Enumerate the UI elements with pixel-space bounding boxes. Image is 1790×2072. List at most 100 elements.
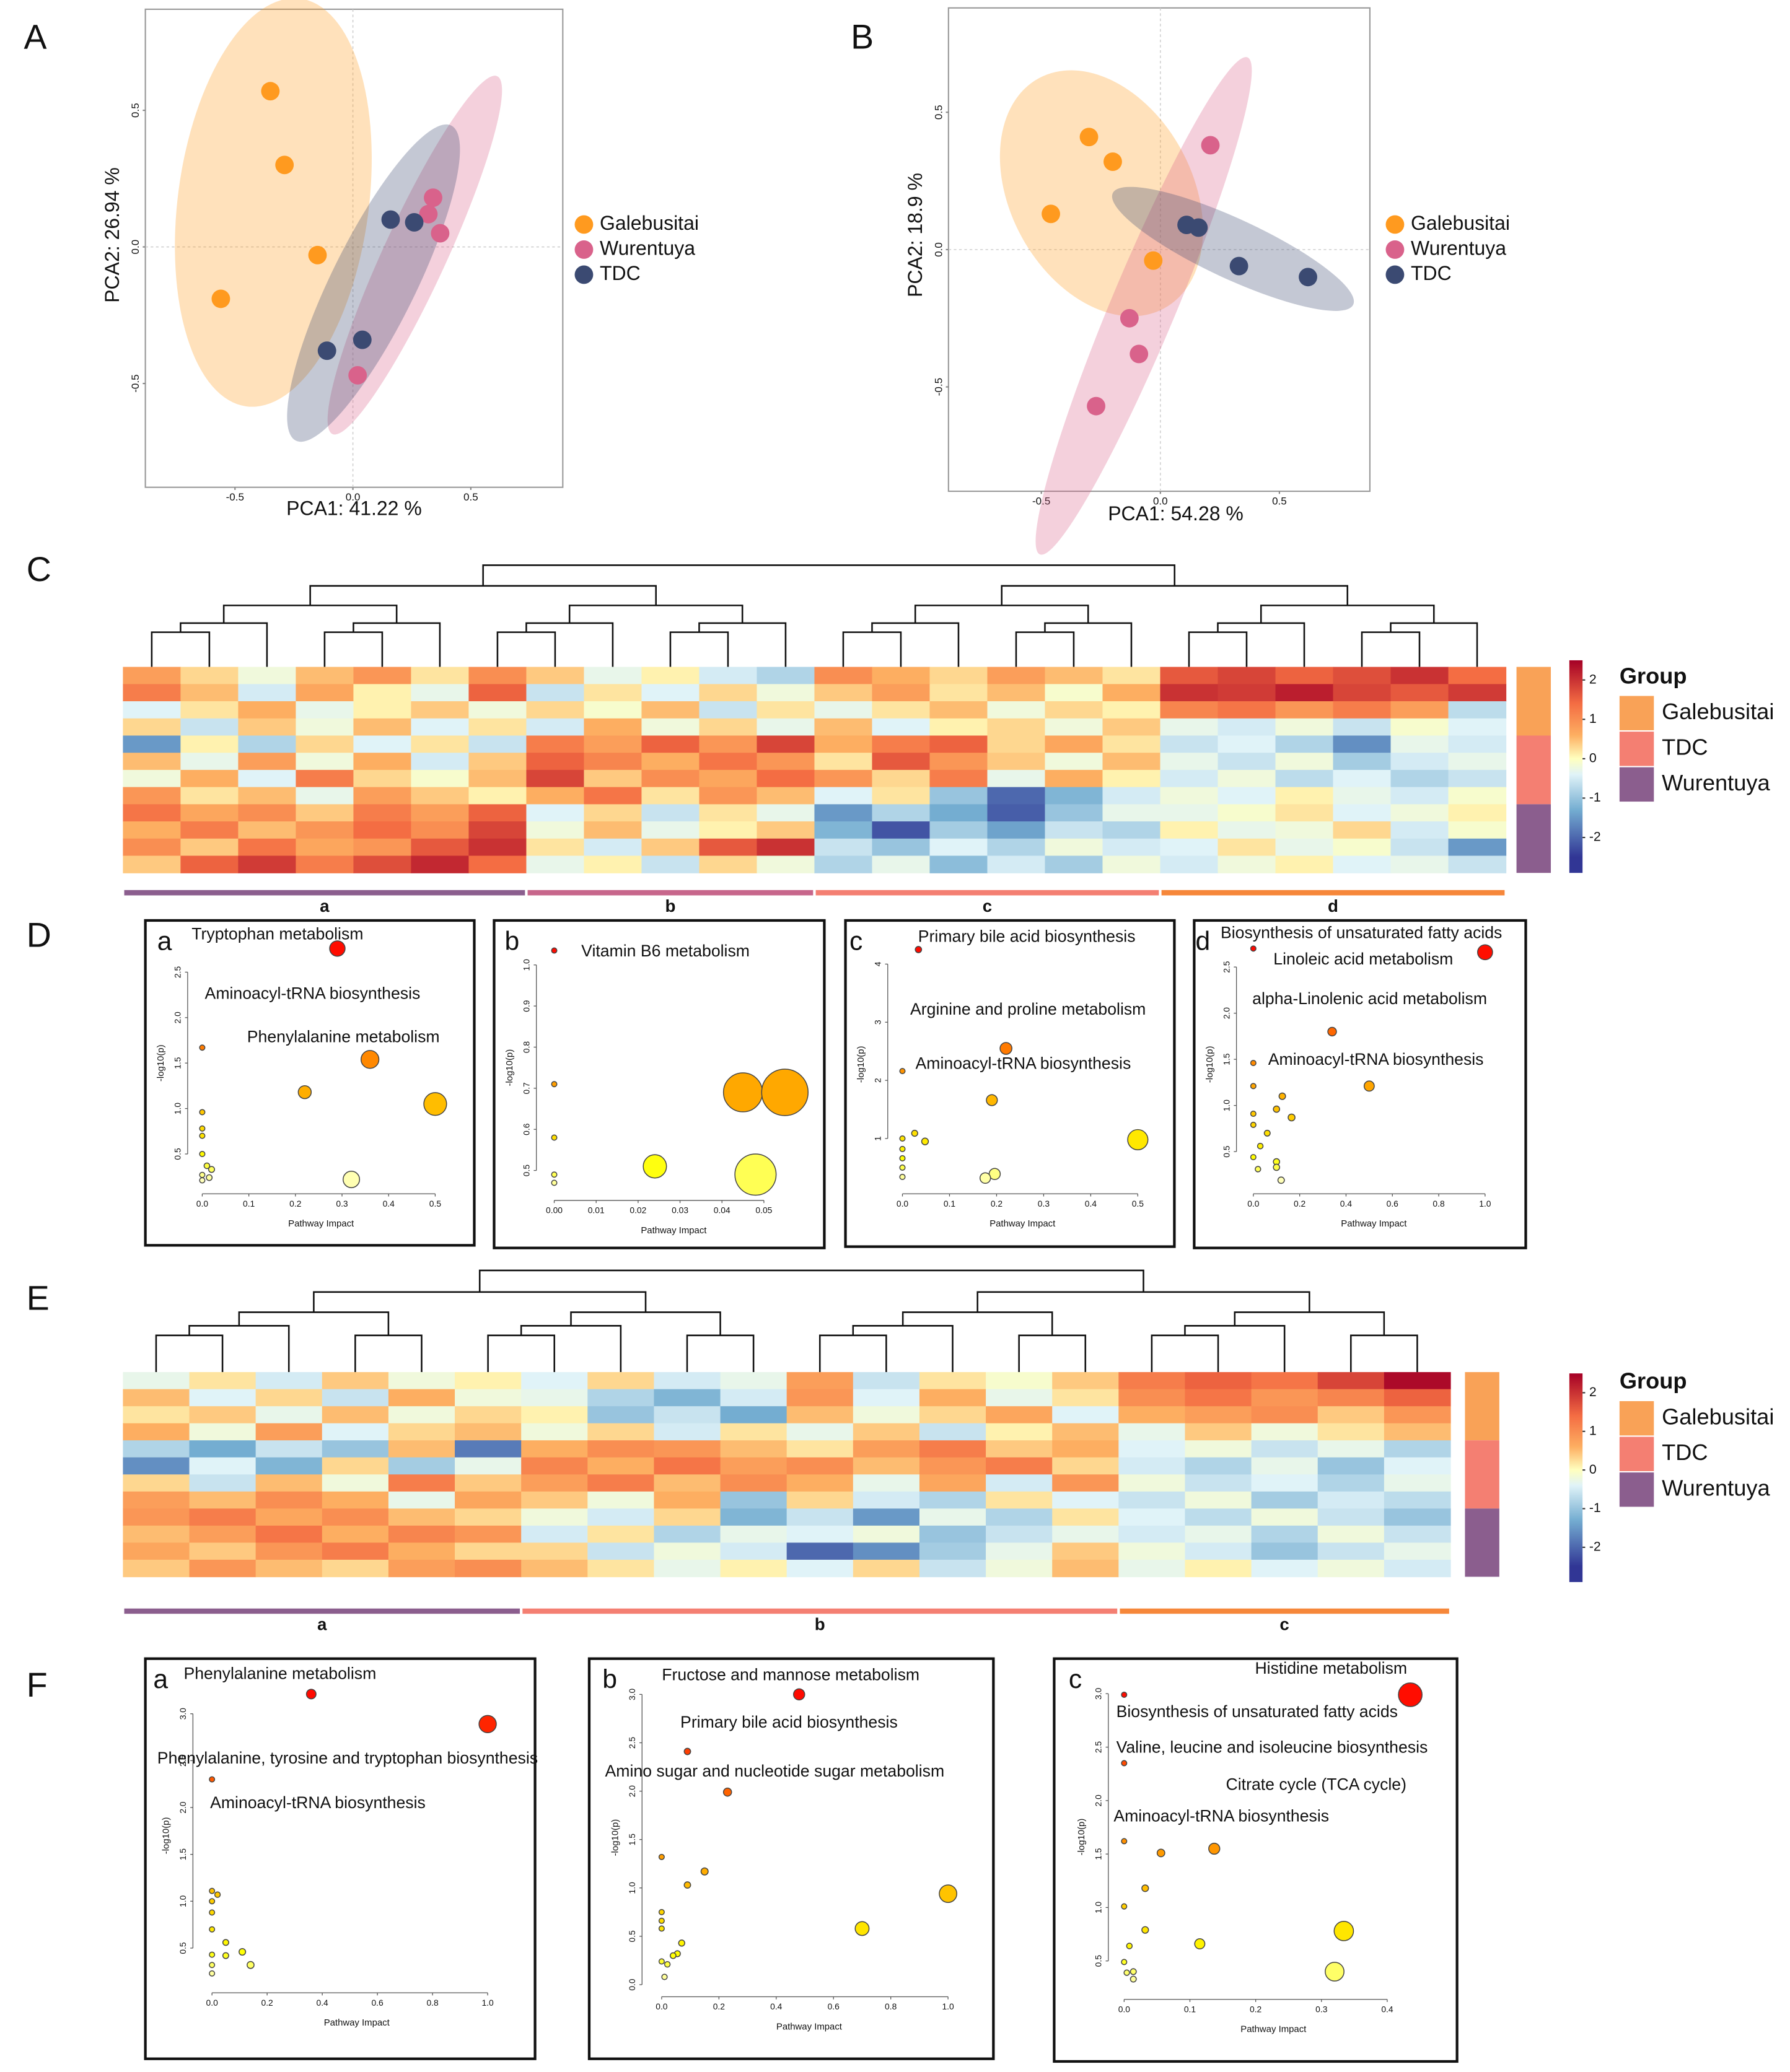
pathway-bubble bbox=[1123, 1969, 1130, 1976]
heatmap-cell bbox=[1384, 1457, 1451, 1475]
heatmap-cell bbox=[720, 1423, 788, 1441]
x-tick-label: 0.0 bbox=[206, 1998, 219, 2008]
heatmap-cell bbox=[1448, 753, 1507, 771]
heatmap-cell bbox=[641, 804, 700, 822]
pathway-bubble bbox=[999, 1042, 1012, 1055]
y-tick-label: 0.5 bbox=[1094, 1955, 1103, 1967]
pathway-bubble bbox=[209, 1951, 216, 1958]
heatmap-cell bbox=[1317, 1542, 1385, 1560]
heatmap-cell bbox=[1052, 1389, 1119, 1407]
pathway-bubble bbox=[1250, 1083, 1257, 1090]
heatmap-cell bbox=[123, 1372, 190, 1390]
heatmap-cell bbox=[1384, 1508, 1451, 1526]
pathway-annotation: Primary bile acid biosynthesis bbox=[680, 1713, 898, 1731]
y-tick-label: 0.0 bbox=[932, 242, 944, 257]
y-tick-label: 2 bbox=[873, 1078, 883, 1083]
x-tick-label: 0.4 bbox=[770, 2001, 783, 2011]
heatmap-cell bbox=[853, 1372, 920, 1390]
heatmap-cell bbox=[255, 1389, 323, 1407]
panel-frame bbox=[144, 1657, 537, 2060]
heatmap-cell bbox=[1251, 1525, 1318, 1544]
heatmap-cell bbox=[929, 787, 988, 805]
heatmap-cell bbox=[699, 735, 758, 753]
heatmap-cell bbox=[786, 1389, 854, 1407]
heatmap-cell bbox=[872, 769, 931, 788]
x-tick-label: 0.2 bbox=[261, 1998, 273, 2008]
heatmap-cell bbox=[1275, 769, 1334, 788]
group-legend-label: Wurentuya bbox=[1662, 1475, 1770, 1500]
heatmap-cell bbox=[987, 667, 1046, 684]
group-ellipse bbox=[287, 124, 460, 442]
heatmap-cell bbox=[255, 1457, 323, 1475]
point bbox=[1299, 268, 1317, 287]
pathway-annotation: Histidine metabolism bbox=[1255, 1659, 1407, 1677]
dendrogram bbox=[151, 564, 1478, 667]
group-ellipse bbox=[1112, 186, 1354, 311]
heatmap-cell bbox=[986, 1525, 1053, 1544]
heatmap-cell bbox=[255, 1406, 323, 1424]
y-tick-label: 1.5 bbox=[173, 1057, 183, 1069]
heatmap-cell bbox=[1384, 1559, 1451, 1578]
colorbar-tick-label: 2 bbox=[1589, 671, 1597, 686]
heatmap-cell bbox=[255, 1423, 323, 1441]
subpanel-letter: d bbox=[1196, 926, 1211, 956]
heatmap-cell bbox=[1384, 1525, 1451, 1544]
pathway-annotation: Phenylalanine, tyrosine and tryptophan b… bbox=[157, 1749, 538, 1767]
heatmap-cell bbox=[1118, 1457, 1186, 1475]
y-axis-label: -log10(p) bbox=[610, 1819, 621, 1856]
heatmap-cell bbox=[255, 1525, 323, 1544]
heatmap-cell bbox=[853, 1542, 920, 1560]
pathway-bubble bbox=[209, 1776, 216, 1783]
y-tick-label: 0.7 bbox=[521, 1082, 531, 1094]
heatmap-cell bbox=[468, 838, 527, 857]
heatmap-cell bbox=[1217, 821, 1276, 839]
heatmap-cell bbox=[986, 1457, 1053, 1475]
pathway-annotation: Aminoacyl-tRNA biosynthesis bbox=[210, 1793, 426, 1812]
heatmap-cell bbox=[123, 1474, 190, 1492]
heatmap-cell bbox=[919, 1372, 986, 1390]
pathway-bubble bbox=[1250, 1111, 1257, 1117]
heatmap-cell bbox=[699, 769, 758, 788]
pathway-annotation: Linoleic acid metabolism bbox=[1273, 950, 1453, 968]
pathway-bubble bbox=[1273, 1163, 1281, 1171]
heatmap-cell bbox=[757, 718, 815, 737]
x-tick-label: -0.5 bbox=[1032, 496, 1050, 507]
x-tick-label: 0.05 bbox=[755, 1205, 772, 1215]
heatmap-cell bbox=[1160, 753, 1219, 771]
heatmap-cell bbox=[699, 684, 758, 702]
heatmap-cell bbox=[1045, 718, 1103, 737]
y-tick-label: 2.0 bbox=[1221, 1007, 1231, 1020]
pathway-bubble bbox=[899, 1135, 906, 1142]
heatmap-cell bbox=[929, 769, 988, 788]
subpanel-letter: c bbox=[849, 926, 862, 956]
x-axis-label: PCA1: 41.22 % bbox=[286, 497, 422, 519]
heatmap-cell bbox=[1275, 753, 1334, 771]
heatmap-cell bbox=[521, 1406, 588, 1424]
legend-marker bbox=[574, 265, 594, 284]
pathway-bubble bbox=[1194, 1938, 1206, 1950]
point bbox=[1130, 344, 1149, 364]
heatmap-cell bbox=[1185, 1457, 1252, 1475]
heatmap-cell bbox=[353, 855, 412, 873]
x-tick-label: 0.0 bbox=[897, 1199, 909, 1209]
point bbox=[419, 204, 438, 224]
pathway-bubble bbox=[658, 1925, 665, 1932]
heatmap-cell bbox=[1185, 1559, 1252, 1578]
cluster-label: b bbox=[665, 896, 675, 916]
heatmap-cell bbox=[1333, 838, 1392, 857]
heatmap-cell bbox=[455, 1423, 522, 1441]
pathway-annotation: Amino sugar and nucleotide sugar metabol… bbox=[605, 1762, 945, 1780]
heatmap-cell bbox=[987, 769, 1046, 788]
x-tick-label: 0.6 bbox=[371, 1998, 384, 2008]
pathway-bubble bbox=[343, 1171, 361, 1189]
group-bar bbox=[1465, 1508, 1499, 1577]
heatmap-cell bbox=[180, 684, 239, 702]
heatmap-cell bbox=[1160, 838, 1219, 857]
x-tick-label: 0.2 bbox=[991, 1199, 1002, 1209]
subpanel-letter: a bbox=[157, 926, 172, 956]
heatmap-cell bbox=[526, 821, 585, 839]
heatmap-cell bbox=[180, 718, 239, 737]
heatmap-cell bbox=[238, 804, 297, 822]
heatmap-cell bbox=[987, 753, 1046, 771]
legend-label: Galebusitai bbox=[600, 212, 699, 234]
